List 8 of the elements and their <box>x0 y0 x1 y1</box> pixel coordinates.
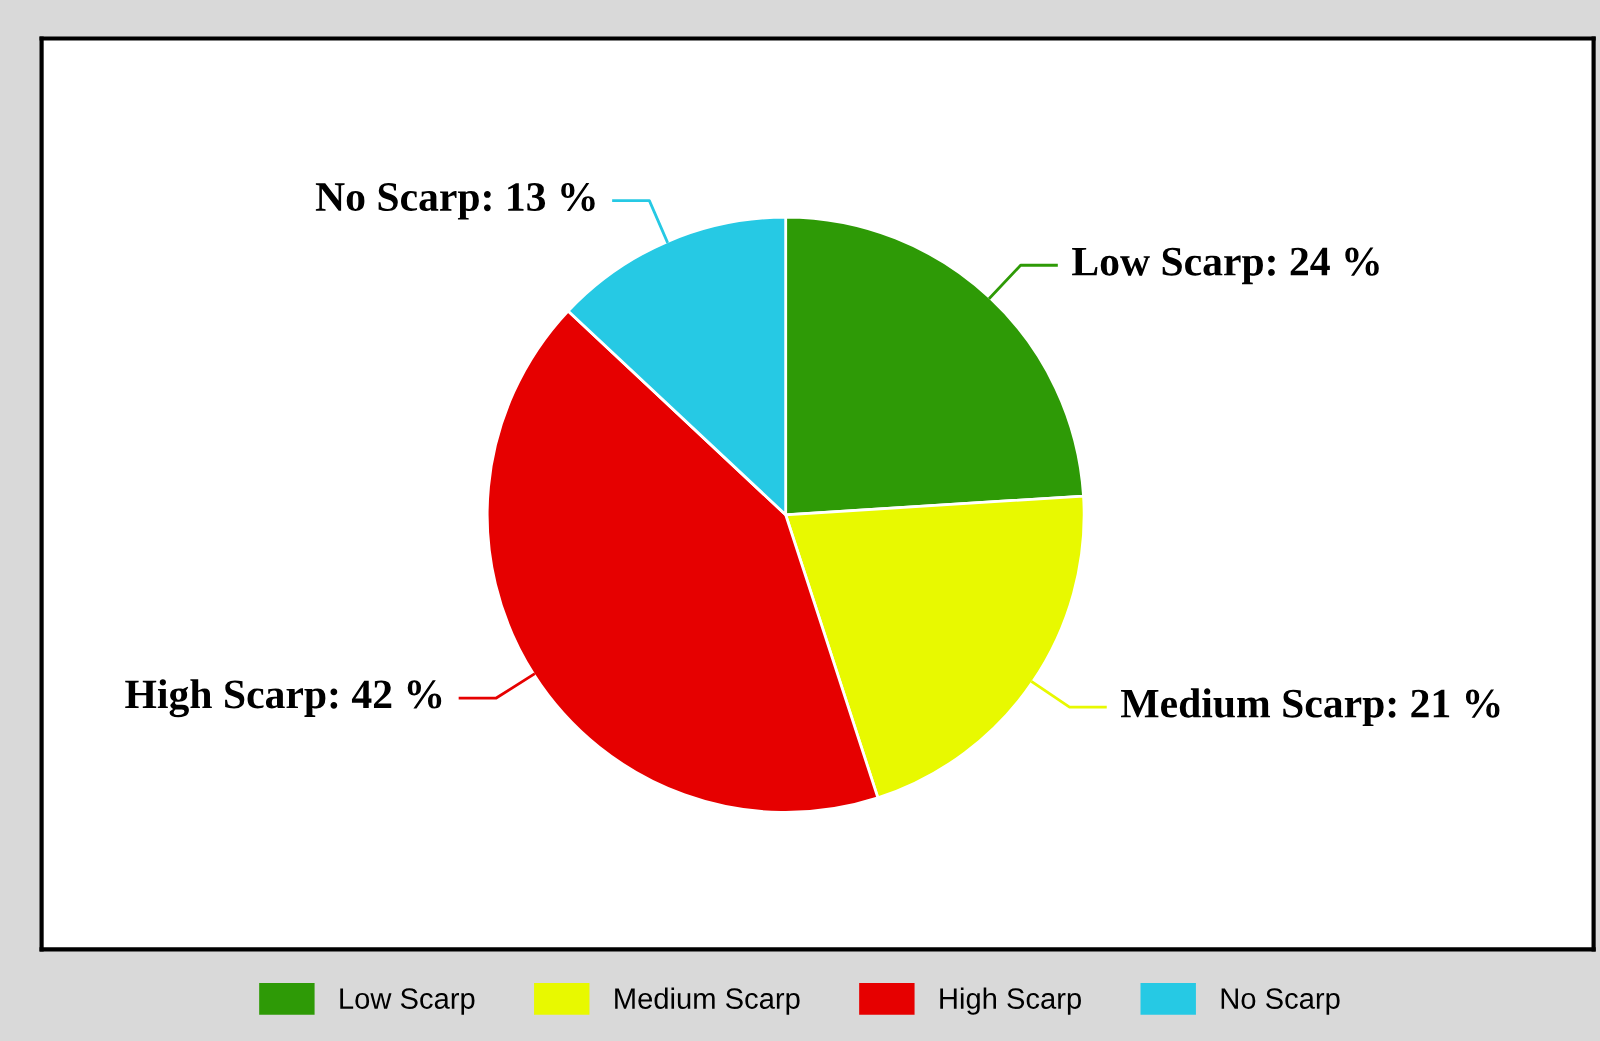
data-label: Medium Scarp: 21 % <box>1120 688 1500 727</box>
legend-label: High Scarp <box>940 987 1081 1015</box>
data-label: No Scarp: 13 % <box>315 182 595 220</box>
legend-label: Medium Scarp <box>615 987 800 1015</box>
data-label: Low Scarp: 24 % <box>1072 247 1379 285</box>
legend-label: No Scarp <box>1221 988 1340 1015</box>
data-label: High Scarp: 42 % <box>125 679 442 718</box>
legend-label: Low Scarp <box>340 988 475 1015</box>
